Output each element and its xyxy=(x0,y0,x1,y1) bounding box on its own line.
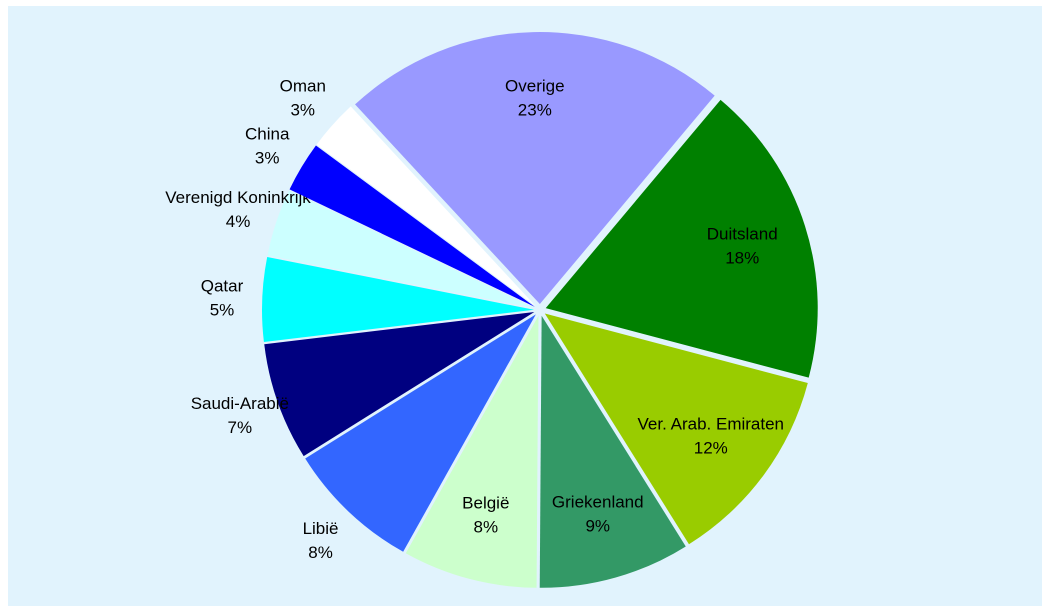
slice-value-label: 3% xyxy=(255,149,280,168)
pie-slice xyxy=(289,145,535,307)
pie-slice xyxy=(262,256,535,342)
slice-value-label: 8% xyxy=(474,518,499,537)
slice-value-label: 4% xyxy=(226,212,251,231)
slice-value-label: 8% xyxy=(308,543,333,562)
slice-label: Overige xyxy=(505,76,565,95)
slice-value-label: 23% xyxy=(518,100,552,119)
pie-slice xyxy=(544,313,808,545)
pie-slice xyxy=(267,190,535,309)
slice-label: België xyxy=(462,494,509,513)
slice-value-label: 5% xyxy=(210,300,235,319)
pie-slice xyxy=(316,106,536,307)
pie-slice xyxy=(539,315,686,588)
slice-value-label: 12% xyxy=(694,438,728,457)
slice-value-label: 3% xyxy=(290,100,315,119)
pie-slice xyxy=(355,32,715,305)
slice-value-label: 7% xyxy=(228,418,253,437)
pie-slice xyxy=(305,314,536,552)
slice-value-label: 18% xyxy=(725,248,759,267)
slice-label: Verenigd Koninkrijk xyxy=(165,188,311,207)
slice-label: Oman xyxy=(280,76,326,95)
slice-label: Saudi-Arabië xyxy=(191,394,289,413)
pie-slice xyxy=(264,311,535,457)
slice-label: Griekenland xyxy=(552,493,644,512)
slice-label: Libië xyxy=(303,519,339,538)
pie-slice xyxy=(405,315,539,588)
slice-label: Qatar xyxy=(201,276,244,295)
slice-label: Duitsland xyxy=(707,224,778,243)
slice-label: Ver. Arab. Emiraten xyxy=(638,414,784,433)
pie-slice xyxy=(545,99,818,378)
slice-value-label: 9% xyxy=(585,517,610,536)
slice-label: China xyxy=(245,125,290,144)
